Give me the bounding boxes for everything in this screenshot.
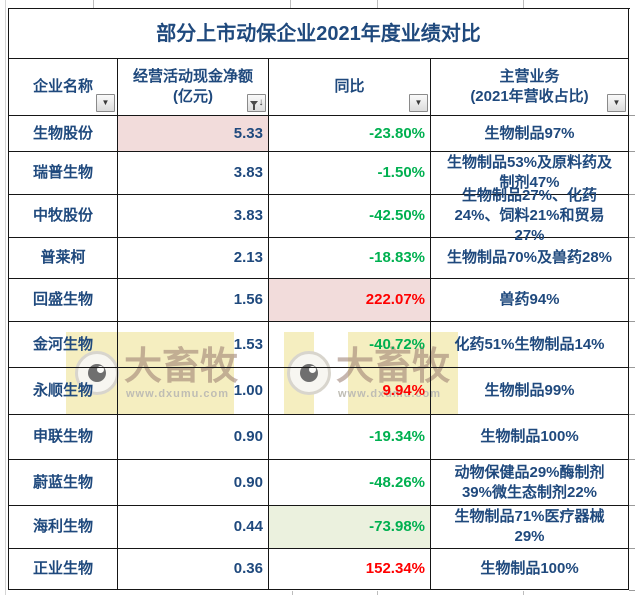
cash-flow-cell[interactable]: 3.83 [118,195,269,238]
gridline-stub [290,0,291,8]
cash-flow-cell[interactable]: 0.36 [118,549,269,590]
gridline-stub [629,505,635,506]
business-cell[interactable]: 生物制品99% [431,368,629,415]
cash-flow-cell[interactable]: 1.53 [118,322,269,368]
gridline-stub [629,237,635,238]
dropdown-arrow-icon: ▼ [612,98,621,107]
watermark-url-text: www.dxumu.com [338,388,442,400]
gridline-stub [629,459,635,460]
gridline-stub [523,591,524,595]
gridline-stub [377,591,378,595]
company-name-cell[interactable]: 正业生物 [9,549,118,590]
gridline-stub [629,194,635,195]
yoy-cell[interactable]: -23.80% [269,116,431,152]
gridline-stub [523,0,524,8]
column-header-business[interactable]: 主营业务 (2021年营收占比) ▼ [431,59,629,116]
business-cell[interactable]: 生物制品71%医疗器械29% [431,506,629,549]
yoy-cell[interactable]: -18.83% [269,238,431,279]
business-cell[interactable]: 生物制品27%、化药24%、饲料21%和贸易27% [431,187,629,244]
sort-descending-icon: ↓ [258,97,264,108]
gridline-stub [629,278,635,279]
company-name-cell[interactable]: 蔚蓝生物 [9,460,118,506]
filter-button-business[interactable]: ▼ [607,94,626,112]
yoy-cell[interactable]: -19.34% [269,415,431,460]
business-cell[interactable]: 生物制品53%及原料药及制剂47% [431,152,629,195]
company-name-cell[interactable]: 海利生物 [9,506,118,549]
gridline-stub [629,548,635,549]
dropdown-arrow-icon: ▼ [101,98,110,107]
gridline-stub [629,151,635,152]
watermark-highlight [348,332,458,415]
business-cell[interactable]: 生物制品100% [431,549,629,590]
cash-flow-cell[interactable]: 3.83 [118,152,269,195]
yoy-cell[interactable]: -40.72% [269,322,431,368]
gridline-stub [629,321,635,322]
company-name-cell[interactable]: 普莱柯 [9,238,118,279]
eye-glint [97,366,104,373]
filter-button-yoy[interactable]: ▼ [409,94,428,112]
company-name-cell[interactable]: 中牧股份 [9,195,118,238]
column-header-yoy-label: 同比 [334,78,365,95]
cash-flow-cell[interactable]: 5.33 [118,116,269,152]
watermark-url-text: www.dxumu.com [126,388,230,400]
company-name-cell[interactable]: 金河生物 [9,322,118,368]
cash-flow-cell[interactable]: 0.90 [118,415,269,460]
gridline-stub [377,0,378,8]
column-header-company[interactable]: 企业名称 ▼ [9,59,118,116]
yoy-cell[interactable]: 222.07% [269,279,431,322]
cash-flow-cell[interactable]: 1.00 [118,368,269,415]
company-name-cell[interactable]: 瑞普生物 [9,152,118,195]
cash-flow-cell[interactable]: 1.56 [118,279,269,322]
business-cell[interactable]: 兽药94% [431,279,629,322]
cash-flow-cell[interactable]: 0.90 [118,460,269,506]
column-header-cashflow-label: 经营活动现金净额 (亿元) [132,68,253,105]
company-name-cell[interactable]: 生物股份 [9,116,118,152]
table-title: 部分上市动保企业2021年度业绩对比 [9,9,629,59]
business-cell[interactable]: 生物制品100% [431,415,629,460]
column-header-company-label: 企业名称 [32,78,93,95]
filter-button-company[interactable]: ▼ [96,94,115,112]
company-name-cell[interactable]: 回盛生物 [9,279,118,322]
gridline-stub [629,367,635,368]
gridline-stub [629,414,635,415]
gridline-stub [93,0,94,8]
comparison-table: 部分上市动保企业2021年度业绩对比 企业名称 ▼ 经营活动现金净额 (亿元) … [8,8,630,590]
dropdown-arrow-icon: ▼ [414,98,423,107]
column-header-cashflow[interactable]: 经营活动现金净额 (亿元) ↓ [118,59,269,116]
yoy-cell[interactable]: 152.34% [269,549,431,590]
cash-flow-cell[interactable]: 2.13 [118,238,269,279]
business-cell[interactable]: 生物制品70%及兽药28% [431,238,629,279]
eye-logo-icon [287,351,331,395]
eye-logo-icon [75,351,119,395]
business-cell[interactable]: 化药51%生物制品14% [431,322,629,368]
yoy-cell[interactable]: 9.94% [269,368,431,415]
business-cell[interactable]: 生物制品97% [431,116,629,152]
funnel-icon [249,100,258,110]
column-header-business-label: 主营业务 (2021年营收占比) [470,68,589,105]
cash-flow-cell[interactable]: 0.44 [118,506,269,549]
company-name-cell[interactable]: 永顺生物 [9,368,118,415]
gridline-stub [292,591,293,595]
business-cell[interactable]: 动物保健品29%酶制剂39%微生态制剂22% [431,460,629,506]
yoy-cell[interactable]: -73.98% [269,506,431,549]
gridline-stub [629,115,635,116]
yoy-cell[interactable]: -48.26% [269,460,431,506]
yoy-cell[interactable]: -1.50% [269,152,431,195]
gridline-stub [5,0,6,595]
sort-filter-button-cashflow[interactable]: ↓ [247,94,266,112]
yoy-cell[interactable]: -42.50% [269,195,431,238]
gridline-stub [629,590,635,591]
eye-glint [309,366,316,373]
column-header-yoy[interactable]: 同比 ▼ [269,59,431,116]
company-name-cell[interactable]: 申联生物 [9,415,118,460]
